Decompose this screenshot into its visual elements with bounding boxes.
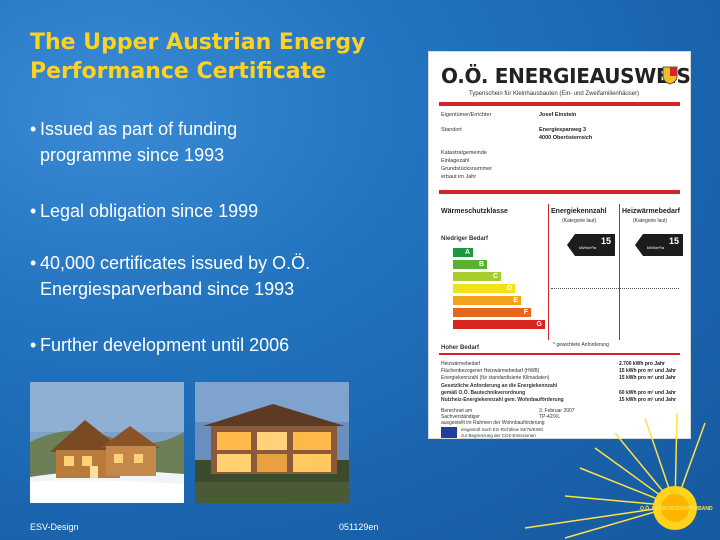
detail-label: Nutzheiz-Energiekennzahl gem. Wohnbauför… xyxy=(441,397,564,403)
field-value: Josef Einstein xyxy=(539,112,577,118)
column-note: (Kategorie laut) xyxy=(633,218,668,224)
column-divider xyxy=(548,204,549,340)
column-divider xyxy=(619,204,620,340)
field-label: erbaut im Jahr xyxy=(441,174,477,180)
badge-value: 15 xyxy=(600,236,611,246)
energy-class-c: C xyxy=(453,272,501,281)
bullet-text: Issued as part of funding xyxy=(40,119,238,139)
detail-label: Heizwärmebedarf xyxy=(441,361,481,367)
bullet-text: 40,000 certificates issued by O.Ö. xyxy=(40,253,311,273)
detail-label: Energiekennzahl (für standardisierte Kli… xyxy=(441,375,550,381)
coat-of-arms-icon xyxy=(662,66,678,85)
field-value: Energiesparweg 3 xyxy=(539,127,587,133)
signoff-label: ausgestellt im Rahmen der Wohnbauförderu… xyxy=(441,420,545,426)
requirement-line xyxy=(551,288,679,289)
detail-label: Gesetzliche Anforderung an die Energieke… xyxy=(441,383,558,389)
field-label: Eigentümer/Errichter xyxy=(441,112,492,118)
column-header: Wärmeschutzklasse xyxy=(441,208,508,215)
sun-logo-icon xyxy=(524,412,706,539)
detail-label: Flächenbezogener Heizwärmebedarf (HWB) xyxy=(441,368,540,374)
detail-value: 60 kWh pro m² und Jahr xyxy=(619,390,676,396)
signoff-label: Berechnet am xyxy=(441,408,473,414)
bullet-item: • Issued as part of funding programme si… xyxy=(30,116,430,168)
signoff-label: Sachverständiger xyxy=(441,414,480,420)
high-demand-label: Hoher Bedarf xyxy=(441,345,480,351)
field-label: Grundstücksnummer xyxy=(441,166,493,172)
heating-demand-badge: 15 kWh/m²/a xyxy=(635,234,683,256)
energy-class-b: B xyxy=(453,260,487,269)
detail-value: 15 kWh pro m² und Jahr xyxy=(619,375,676,381)
bullet-text: Legal obligation since 1999 xyxy=(40,201,259,221)
field-value: 4000 Oberösterreich xyxy=(539,135,593,141)
logo-text: O.Ö. ENERGIESPARVERBAND xyxy=(640,506,713,512)
bullet-text-cont: programme since 1993 xyxy=(40,145,225,165)
bullet-dot: • xyxy=(30,335,37,355)
energy-class-g: G xyxy=(453,320,545,329)
house-photo-dusk xyxy=(195,382,349,503)
house-photo-winter xyxy=(30,382,184,503)
bullet-item: • 40,000 certificates issued by O.Ö. Ene… xyxy=(30,250,430,302)
column-header: Energiekennzahl xyxy=(551,208,607,215)
field-label: Standort xyxy=(441,127,462,133)
energy-class-f: F xyxy=(453,308,531,317)
detail-label: gemäß O.Ö. Bautechnikverordnung xyxy=(441,390,526,396)
divider xyxy=(439,102,680,106)
slide-title: The Upper Austrian Energy Performance Ce… xyxy=(30,30,366,84)
badge-unit: kWh/m²/a xyxy=(647,245,665,250)
signoff-value: TP-42/XL xyxy=(539,414,561,420)
bullet-dot: • xyxy=(30,201,37,221)
field-label: Katastralgemeinde xyxy=(441,150,487,156)
eu-flag-icon xyxy=(441,427,457,438)
signoff-value: 3. Februar 2007 xyxy=(539,408,575,414)
bullet-dot: • xyxy=(30,253,37,273)
field-label: Einlagezahl xyxy=(441,158,470,164)
energy-class-d: D xyxy=(453,284,515,293)
column-note: (Kategorie laut) xyxy=(562,218,597,224)
column-header: Heizwärmebedarf xyxy=(622,208,680,215)
footer-left: ESV-Design xyxy=(30,522,79,532)
energy-certificate: O.Ö. ENERGIEAUSWEIS Typenschein für Klei… xyxy=(429,52,691,438)
bullet-item: • Legal obligation since 1999 xyxy=(30,198,430,224)
bullet-item: • Further development until 2006 xyxy=(30,332,430,358)
divider xyxy=(439,353,680,355)
detail-value: 15 kWh pro m² und Jahr xyxy=(619,368,676,374)
certificate-heading: O.Ö. ENERGIEAUSWEIS xyxy=(441,64,691,88)
bullet-dot: • xyxy=(30,119,37,139)
energy-index-badge: 15 kWh/m²/a xyxy=(567,234,615,256)
badge-value: 15 xyxy=(668,236,679,246)
footnote: * gewichtete Anforderung xyxy=(553,342,609,348)
eu-text: eingestuft nach EG-Richtlinie 93/76/EWG xyxy=(461,427,544,432)
certificate-subheading: Typenschein für Kleinhausbauten (Ein- un… xyxy=(469,91,640,97)
energy-class-e: E xyxy=(453,296,521,305)
divider xyxy=(439,190,680,194)
bullet-text: Further development until 2006 xyxy=(40,335,290,355)
detail-value: 15 kWh pro m² und Jahr xyxy=(619,397,676,403)
energy-class-a: A xyxy=(453,248,473,257)
eu-text: zur Begrenzung der CO2-Emissionen xyxy=(461,433,536,438)
badge-unit: kWh/m²/a xyxy=(579,245,597,250)
detail-value: 2.700 kWh pro Jahr xyxy=(619,361,665,367)
bullet-text-cont: Energiesparverband since 1993 xyxy=(40,279,295,299)
footer-right: 051129en xyxy=(339,522,379,532)
low-demand-label: Niedriger Bedarf xyxy=(441,236,489,242)
